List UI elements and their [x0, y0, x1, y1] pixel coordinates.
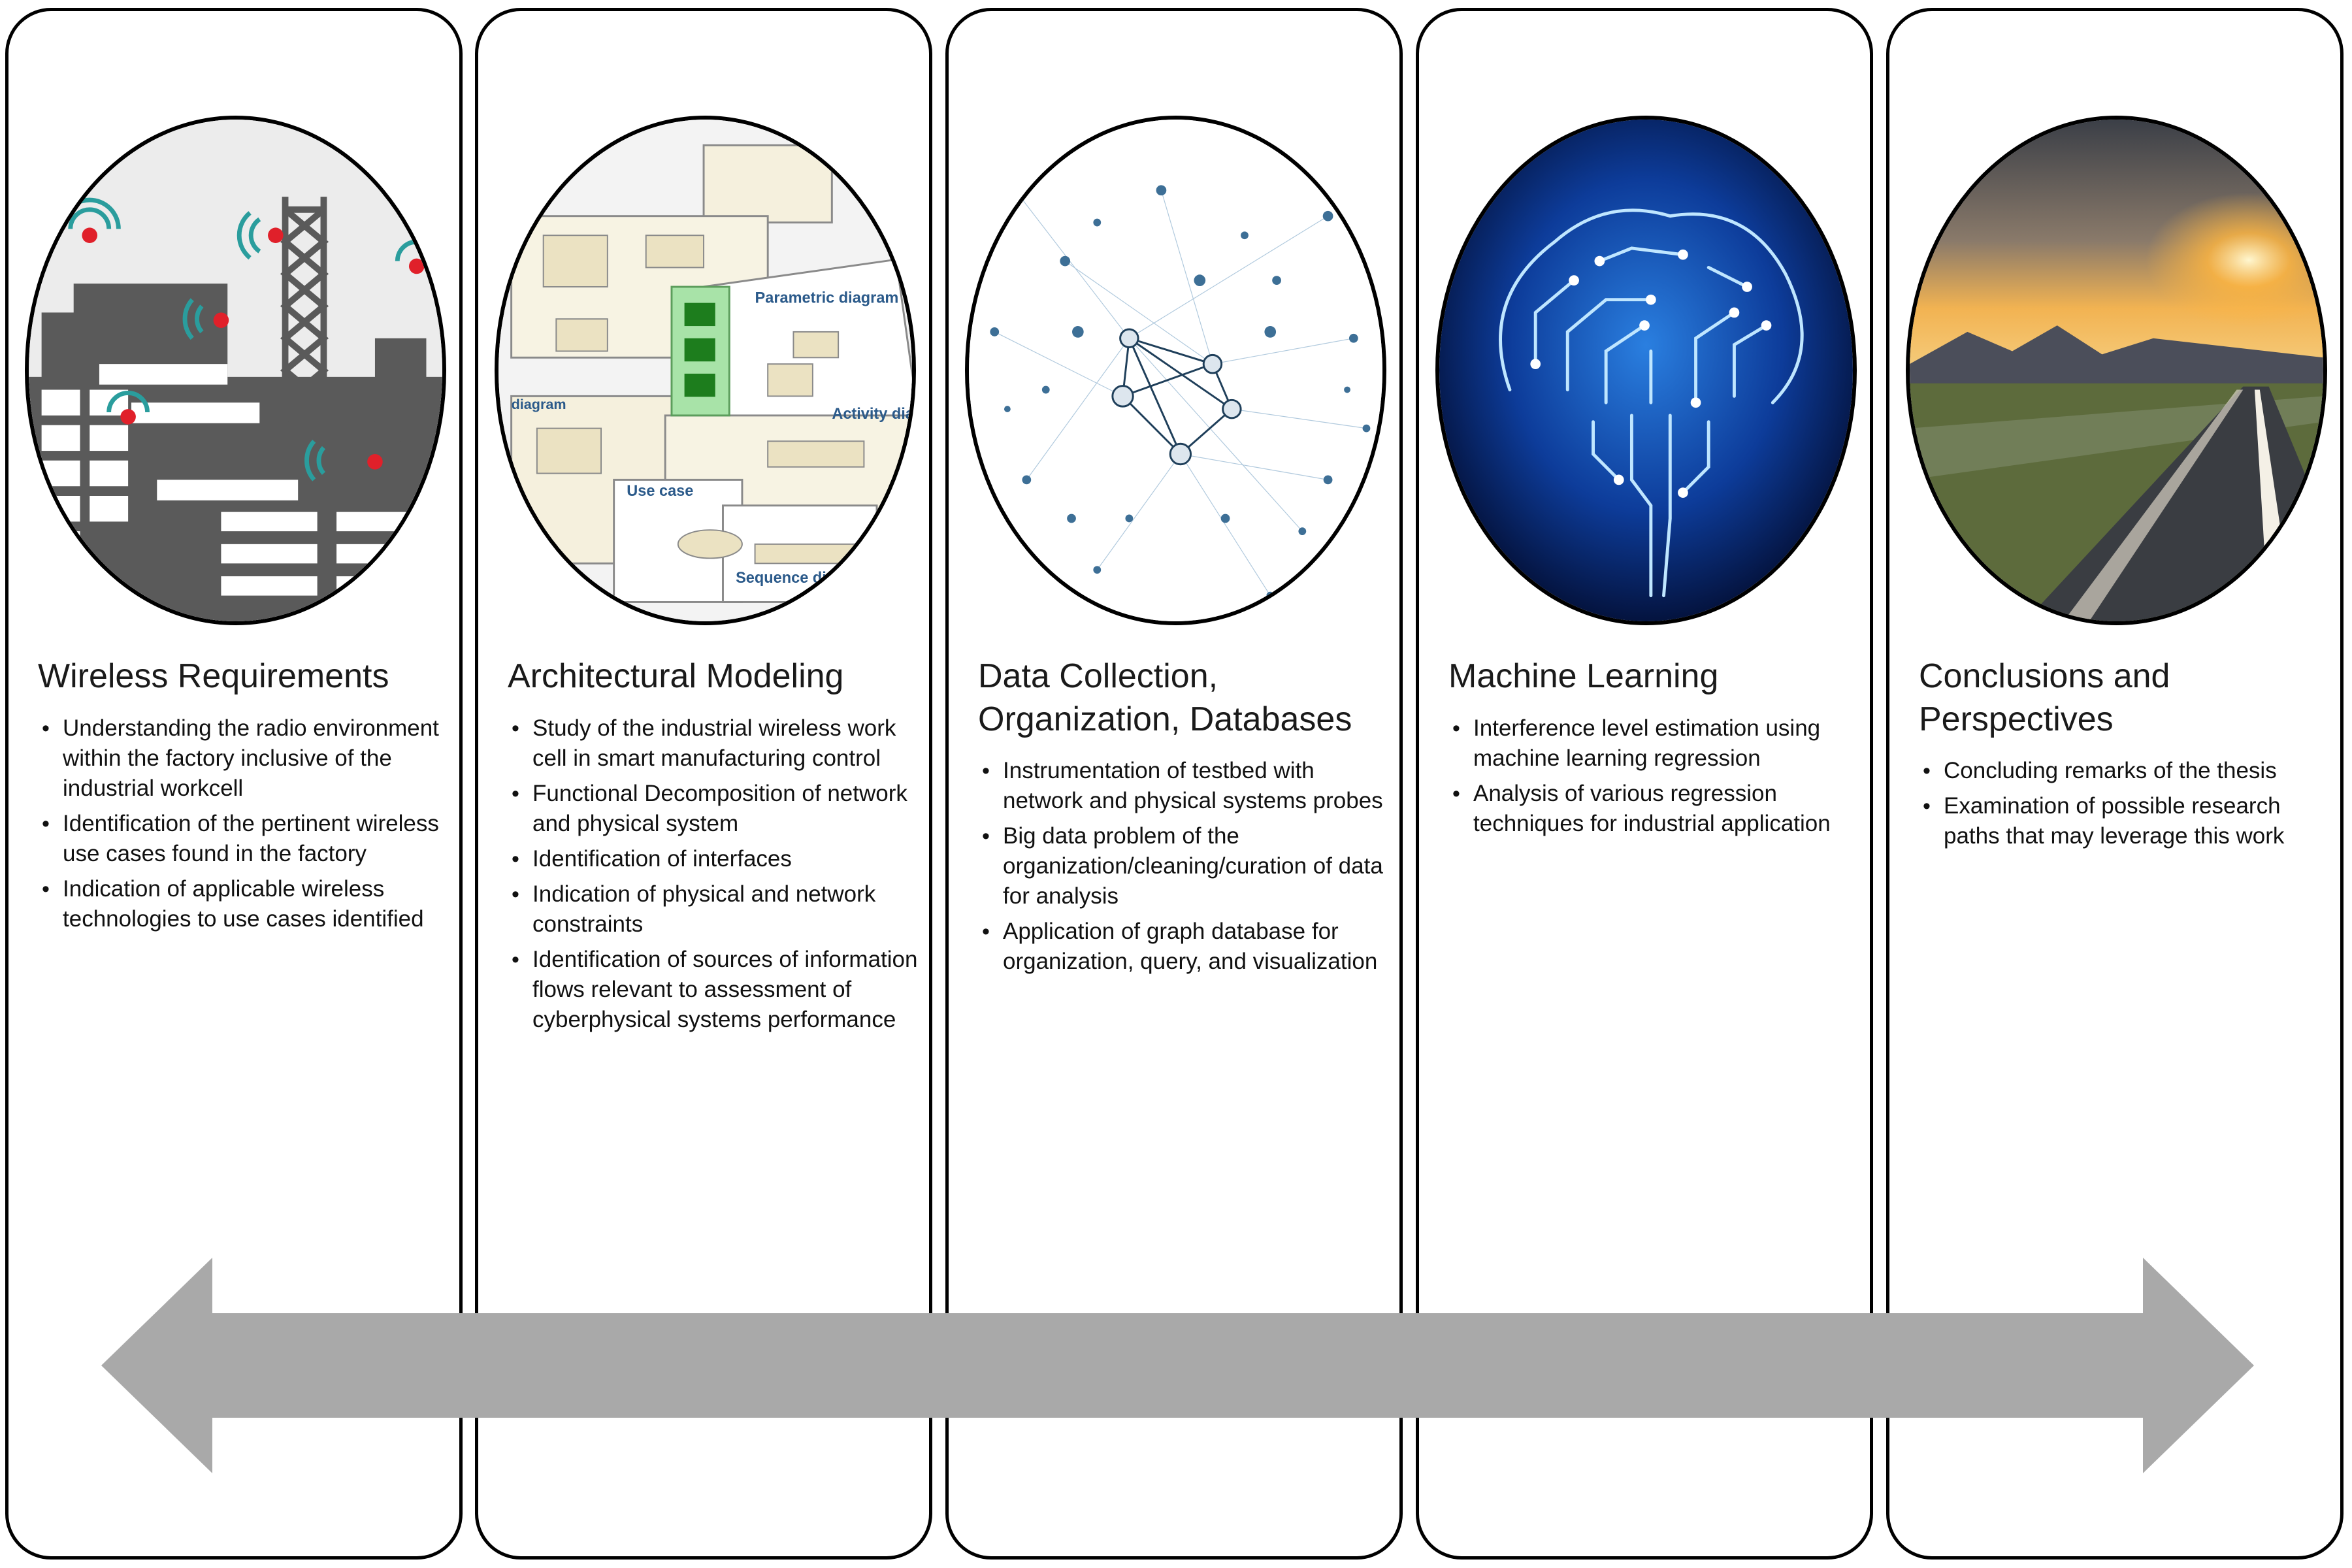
factory-wireless-icon — [29, 120, 442, 621]
bullet-item: Functional Decomposition of network and … — [508, 779, 919, 839]
panel-wireless-requirements: Wireless Requirements Understanding the … — [5, 8, 463, 1560]
circuit-brain-image — [1435, 116, 1857, 625]
bullet-list: Instrumentation of testbed with network … — [978, 756, 1390, 982]
sunset-road — [1910, 120, 2323, 621]
bullet-item: Understanding the radio environment with… — [38, 713, 449, 804]
panel-architectural-modeling: Parametric diagram Activity diag Use cas… — [475, 8, 932, 1560]
svg-text:Use case: Use case — [627, 482, 693, 499]
network-graph — [969, 120, 1382, 621]
panel-conclusions: Conclusions and Perspectives Concluding … — [1886, 8, 2344, 1560]
bullet-item: Analysis of various regression technique… — [1448, 779, 1860, 839]
bullet-item: Identification of interfaces — [508, 844, 919, 874]
svg-text:diagram: diagram — [512, 396, 566, 412]
bullet-item: Examination of possible research paths t… — [1919, 791, 2330, 851]
panel-title: Machine Learning — [1448, 657, 1719, 695]
bullet-item: Indication of applicable wireless techno… — [38, 874, 449, 934]
bullet-item: Indication of physical and network const… — [508, 879, 919, 939]
bullet-list: Concluding remarks of the thesis Examina… — [1919, 756, 2330, 857]
panel-title: Architectural Modeling — [508, 657, 844, 695]
bullet-item: Identification of sources of information… — [508, 945, 919, 1035]
sysml-diagrams-image: Parametric diagram Activity diag Use cas… — [495, 116, 916, 625]
bullet-list: Interference level estimation using mach… — [1448, 713, 1860, 844]
panel-title: Wireless Requirements — [38, 657, 389, 695]
network-graph-image — [965, 116, 1386, 625]
bullet-item: Concluding remarks of the thesis — [1919, 756, 2330, 786]
bullet-list: Study of the industrial wireless work ce… — [508, 713, 919, 1040]
svg-text:Sequence diagram: Sequence diagram — [736, 569, 872, 586]
sysml-diagrams-collage: Parametric diagram Activity diag Use cas… — [498, 120, 912, 621]
panel-title: Conclusions and Perspectives — [1919, 657, 2170, 738]
bullet-item: Study of the industrial wireless work ce… — [508, 713, 919, 774]
sunset-road-image — [1906, 116, 2327, 625]
bullet-item: Interference level estimation using mach… — [1448, 713, 1860, 774]
panel-title: Data Collection, Organization, Databases — [978, 657, 1352, 738]
svg-text:Parametric diagram: Parametric diagram — [755, 289, 899, 306]
svg-text:Activity diag: Activity diag — [832, 405, 912, 422]
bullet-item: Identification of the pertinent wireless… — [38, 809, 449, 869]
bullet-item: Application of graph database for organi… — [978, 917, 1390, 977]
factory-wireless-image — [25, 116, 446, 625]
bullet-list: Understanding the radio environment with… — [38, 713, 449, 939]
bullet-item: Big data problem of the organization/cle… — [978, 821, 1390, 911]
circuit-brain — [1439, 120, 1853, 621]
panel-machine-learning: Machine Learning Interference level esti… — [1416, 8, 1873, 1560]
bullet-item: Instrumentation of testbed with network … — [978, 756, 1390, 816]
panel-data-collection: Data Collection, Organization, Databases… — [945, 8, 1403, 1560]
